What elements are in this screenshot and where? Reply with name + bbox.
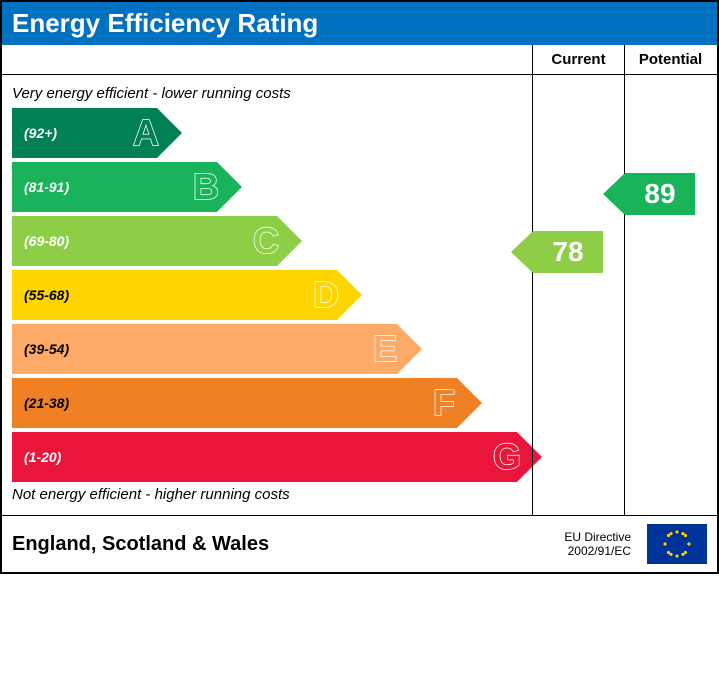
band-letter-a: A bbox=[133, 112, 159, 154]
region-label: England, Scotland & Wales bbox=[12, 533, 554, 556]
band-chevron bbox=[157, 108, 182, 158]
chart-row: Very energy efficient - lower running co… bbox=[2, 75, 717, 516]
band-letter-d: D bbox=[313, 274, 339, 316]
band-range-label: (55-68) bbox=[12, 270, 337, 320]
potential-score-arrow-value: 89 bbox=[625, 173, 695, 215]
band-range-label: (1-20) bbox=[12, 432, 517, 482]
band-letter-e: E bbox=[373, 328, 397, 370]
directive-line2: 2002/91/EC bbox=[568, 544, 631, 558]
directive-line1: EU Directive bbox=[564, 530, 631, 544]
band-chevron bbox=[457, 378, 482, 428]
band-chevron bbox=[337, 270, 362, 320]
epc-rating-chart: Energy Efficiency Rating Current Potenti… bbox=[0, 0, 719, 574]
header-current: Current bbox=[532, 45, 624, 74]
chart-area: Very energy efficient - lower running co… bbox=[2, 75, 532, 515]
header-potential: Potential bbox=[624, 45, 716, 74]
bands-container: (92+)A(81-91)B(69-80)C(55-68)D(39-54)E(2… bbox=[12, 108, 532, 482]
note-top: Very energy efficient - lower running co… bbox=[12, 85, 532, 102]
band-f: (21-38)F bbox=[12, 378, 532, 428]
band-letter-c: C bbox=[253, 220, 279, 262]
band-letter-g: G bbox=[493, 436, 521, 478]
current-score-arrow: 78 bbox=[511, 231, 603, 273]
band-letter-f: F bbox=[433, 382, 455, 424]
footer: England, Scotland & Wales EU Directive 2… bbox=[2, 516, 717, 572]
band-chevron bbox=[397, 324, 422, 374]
band-chevron bbox=[217, 162, 242, 212]
band-a: (92+)A bbox=[12, 108, 532, 158]
band-g: (1-20)G bbox=[12, 432, 532, 482]
potential-score-arrow-point bbox=[603, 173, 625, 215]
band-b: (81-91)B bbox=[12, 162, 532, 212]
band-c: (69-80)C bbox=[12, 216, 532, 266]
potential-score-arrow: 89 bbox=[603, 173, 695, 215]
column-headers: Current Potential bbox=[2, 45, 717, 75]
band-chevron bbox=[277, 216, 302, 266]
current-score-arrow-value: 78 bbox=[533, 231, 603, 273]
band-range-label: (69-80) bbox=[12, 216, 277, 266]
column-potential: 89 bbox=[624, 75, 716, 515]
eu-directive: EU Directive 2002/91/EC bbox=[564, 530, 631, 559]
band-range-label: (39-54) bbox=[12, 324, 397, 374]
title-bar: Energy Efficiency Rating bbox=[2, 2, 717, 45]
band-range-label: (81-91) bbox=[12, 162, 217, 212]
column-current: 78 bbox=[532, 75, 624, 515]
band-letter-b: B bbox=[193, 166, 219, 208]
band-e: (39-54)E bbox=[12, 324, 532, 374]
band-range-label: (21-38) bbox=[12, 378, 457, 428]
eu-flag-icon bbox=[647, 524, 707, 564]
header-spacer bbox=[2, 45, 532, 74]
current-score-arrow-point bbox=[511, 231, 533, 273]
band-d: (55-68)D bbox=[12, 270, 532, 320]
note-bottom: Not energy efficient - higher running co… bbox=[12, 486, 532, 503]
